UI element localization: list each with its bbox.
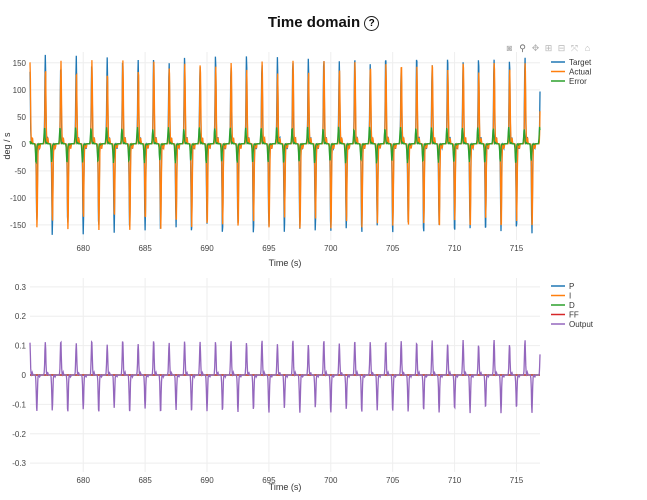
x-tick-label: 680 bbox=[77, 476, 91, 485]
x-tick-label: 705 bbox=[386, 244, 400, 253]
y-tick-label: -100 bbox=[10, 194, 27, 203]
home-icon[interactable]: ⌂ bbox=[584, 43, 591, 53]
y-tick-label: 0 bbox=[22, 140, 27, 149]
plot-panel-1: 680 685 690 695 700 705 710 715 -150 -100 -50 0 50 10… bbox=[2, 52, 592, 268]
x-tick-label: 710 bbox=[448, 244, 462, 253]
legend-entry[interactable]: Output bbox=[569, 320, 594, 329]
x-tick-label: 700 bbox=[324, 244, 338, 253]
modebar: ◙ ⚲ ✥ ⊞ ⊟ ⤧ ⌂ bbox=[505, 44, 592, 53]
help-icon[interactable]: ? bbox=[364, 16, 380, 31]
x-tick-label: 695 bbox=[262, 244, 276, 253]
legend-entry[interactable]: Target bbox=[569, 58, 592, 67]
y-tick-label: 0.2 bbox=[15, 312, 27, 321]
title-row: Time domain? bbox=[0, 14, 647, 32]
y-tick-label: 50 bbox=[17, 113, 26, 122]
x-tick-label: 685 bbox=[138, 244, 152, 253]
camera-icon[interactable]: ◙ bbox=[506, 43, 513, 53]
y-tick-label: 100 bbox=[13, 86, 27, 95]
y-tick-label: -150 bbox=[10, 221, 27, 230]
pan-icon[interactable]: ✥ bbox=[531, 43, 540, 53]
x-axis-title: Time (s) bbox=[269, 258, 302, 268]
series-line-output bbox=[29, 339, 541, 414]
zoom-icon[interactable]: ⚲ bbox=[519, 43, 526, 53]
y-tick-label: -0.2 bbox=[12, 430, 26, 439]
x-tick-label: 695 bbox=[262, 476, 276, 485]
y-tick-label: -50 bbox=[14, 167, 26, 176]
x-tick-label: 680 bbox=[77, 244, 91, 253]
x-tick-label: 715 bbox=[510, 476, 524, 485]
plot-panel-2: 680 685 690 695 700 705 710 715 -0.3 -0.2 -0.1 0 0.1… bbox=[12, 278, 594, 492]
x-tick-label: 715 bbox=[510, 244, 524, 253]
zoom-out-icon[interactable]: ⊟ bbox=[557, 43, 566, 53]
legend-entry[interactable]: D bbox=[569, 301, 575, 310]
legend-entry[interactable]: Actual bbox=[569, 68, 591, 77]
legend-entry[interactable]: I bbox=[569, 292, 571, 301]
x-tick-label: 710 bbox=[448, 476, 462, 485]
y-tick-label: -0.3 bbox=[12, 459, 26, 468]
series-line-actual bbox=[29, 60, 541, 231]
y-tick-label: 150 bbox=[13, 59, 27, 68]
x-axis-title: Time (s) bbox=[269, 482, 302, 492]
autoscale-icon[interactable]: ⤧ bbox=[570, 43, 579, 53]
y-tick-label: 0.1 bbox=[15, 342, 27, 351]
x-tick-label: 705 bbox=[386, 476, 400, 485]
x-tick-label: 685 bbox=[138, 476, 152, 485]
x-tick-label: 690 bbox=[200, 244, 214, 253]
x-tick-label: 700 bbox=[324, 476, 338, 485]
y-tick-label: 0 bbox=[22, 371, 27, 380]
y-tick-label: 0.3 bbox=[15, 283, 27, 292]
legend-entry[interactable]: P bbox=[569, 282, 574, 291]
series-line-error bbox=[29, 126, 541, 165]
y-tick-label: -0.1 bbox=[12, 400, 26, 409]
zoom-in-icon[interactable]: ⊞ bbox=[544, 43, 553, 53]
y-axis-title: deg / s bbox=[2, 132, 12, 160]
legend-entry[interactable]: FF bbox=[569, 311, 579, 320]
page-title: Time domain bbox=[267, 14, 361, 31]
x-tick-label: 690 bbox=[200, 476, 214, 485]
legend-entry[interactable]: Error bbox=[569, 77, 587, 86]
